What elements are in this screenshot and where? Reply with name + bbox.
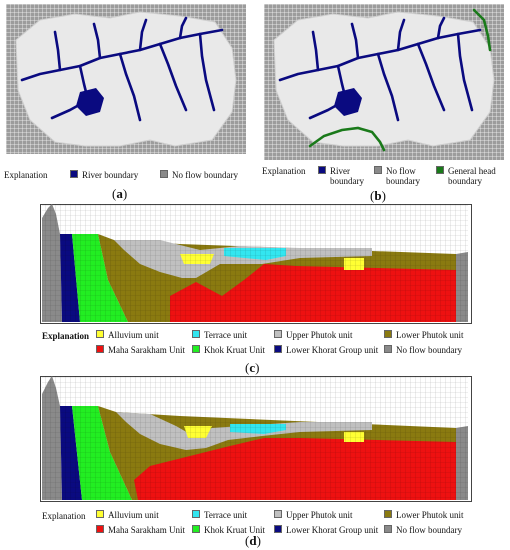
explanation-label-b: Explanation — [262, 166, 306, 176]
unit-label-maha-sarakham-d: Maha Sarakham Unit — [108, 525, 185, 535]
active-domain-b — [273, 11, 495, 147]
caption-d-letter: d — [249, 533, 257, 548]
explanation-label-a: Explanation — [4, 170, 48, 180]
unit-swatch-lower-phutok-c — [384, 330, 392, 338]
unit-label-khok-kruat-c: Khok Kruat Unit — [204, 345, 265, 355]
caption-a-close: ) — [122, 186, 128, 201]
legend-label-river-b-1: River — [330, 166, 350, 176]
reservoir-b — [334, 88, 362, 116]
unit-label-alluvium-c: Alluvium unit — [108, 330, 159, 340]
unit-swatch-maha-sarakham-d — [96, 525, 104, 533]
panel-a: Explanation River boundary No flow bound… — [0, 0, 250, 210]
unit-swatch-terrace-c — [192, 330, 200, 338]
panel-b: Explanation River boundary No flow bound… — [258, 0, 510, 210]
general-head-boundary-b — [308, 8, 492, 152]
river-network-map-a — [15, 11, 237, 147]
unit-label-lower-khorat-c: Lower Khorat Group unit — [286, 345, 379, 355]
unit-label-maha-sarakham-c: Maha Sarakham Unit — [108, 345, 185, 355]
caption-a-letter: a — [116, 186, 123, 201]
active-domain-a — [15, 11, 237, 147]
legend-label-noflow-a: No flow boundary — [172, 170, 238, 180]
unit-label-terrace-c: Terrace unit — [204, 330, 248, 340]
river-boundary-a — [20, 16, 224, 122]
unit-swatch-lower-khorat-c — [274, 345, 282, 353]
caption-d-close: ) — [256, 533, 261, 548]
explanation-label-c: Explanation — [42, 331, 90, 341]
panel-d: Explanation Alluvium unit Terrace unit U… — [0, 372, 510, 550]
caption-b: (b) — [370, 188, 386, 204]
unit-label-upper-phutok-c: Upper Phutok unit — [286, 330, 353, 340]
panel-c: Explanation Alluvium unit Terrace unit U… — [0, 200, 510, 380]
caption-b-close: ) — [381, 188, 386, 203]
unit-label-terrace-d: Terrace unit — [204, 510, 248, 520]
unit-label-lower-phutok-c: Lower Phutok unit — [396, 330, 464, 340]
unit-swatch-khok-kruat-d — [192, 525, 200, 533]
explanation-label-d: Explanation — [42, 511, 86, 521]
unit-swatch-khok-kruat-c — [192, 345, 200, 353]
cross-section-c — [42, 204, 468, 322]
unit-swatch-terrace-d — [192, 510, 200, 518]
unit-swatch-upper-phutok-d — [274, 510, 282, 518]
caption-b-open: ( — [370, 188, 375, 203]
caption-a: (a) — [112, 186, 127, 202]
unit-label-noflow-c: No flow boundary — [396, 345, 462, 355]
caption-c: (c) — [245, 360, 259, 376]
caption-b-letter: b — [374, 188, 382, 203]
legend-swatch-noflow-a — [160, 170, 168, 178]
cross-section-d — [42, 376, 468, 500]
unit-swatch-lower-khorat-d — [274, 525, 282, 533]
caption-a-open: ( — [112, 186, 117, 201]
legend-label-noflow-b-1: No flow — [386, 166, 416, 176]
unit-swatch-alluvium-c — [96, 330, 104, 338]
legend-swatch-ghb-b — [436, 166, 444, 174]
unit-swatch-maha-sarakham-c — [96, 345, 104, 353]
legend-swatch-noflow-b — [374, 166, 382, 174]
reservoir-a — [76, 88, 104, 116]
caption-c-close: ) — [255, 360, 260, 375]
caption-c-open: ( — [245, 360, 250, 375]
legend-label-river-b-2: boundary — [330, 176, 364, 186]
unit-swatch-noflow-d — [384, 525, 392, 533]
unit-label-lower-phutok-d: Lower Phutok unit — [396, 510, 464, 520]
unit-swatch-lower-phutok-d — [384, 510, 392, 518]
caption-d-open: ( — [245, 533, 250, 548]
unit-swatch-upper-phutok-c — [274, 330, 282, 338]
unit-label-noflow-d: No flow boundary — [396, 525, 462, 535]
unit-label-lower-khorat-d: Lower Khorat Group unit — [286, 525, 379, 535]
legend-label-river-a: River boundary — [82, 170, 139, 180]
unit-label-upper-phutok-d: Upper Phutok unit — [286, 510, 353, 520]
caption-d: (d) — [245, 533, 261, 549]
unit-swatch-alluvium-d — [96, 510, 104, 518]
legend-swatch-river-a — [70, 170, 78, 178]
unit-label-khok-kruat-d: Khok Kruat Unit — [204, 525, 265, 535]
legend-label-noflow-b-2: boundary — [386, 176, 420, 186]
river-network-map-b — [273, 8, 495, 152]
legend-label-ghb-b-1: General head — [448, 166, 496, 176]
caption-c-letter: c — [249, 360, 256, 375]
unit-swatch-noflow-c — [384, 345, 392, 353]
legend-swatch-river-b — [318, 166, 326, 174]
unit-label-alluvium-d: Alluvium unit — [108, 510, 159, 520]
legend-label-ghb-b-2: boundary — [448, 176, 482, 186]
